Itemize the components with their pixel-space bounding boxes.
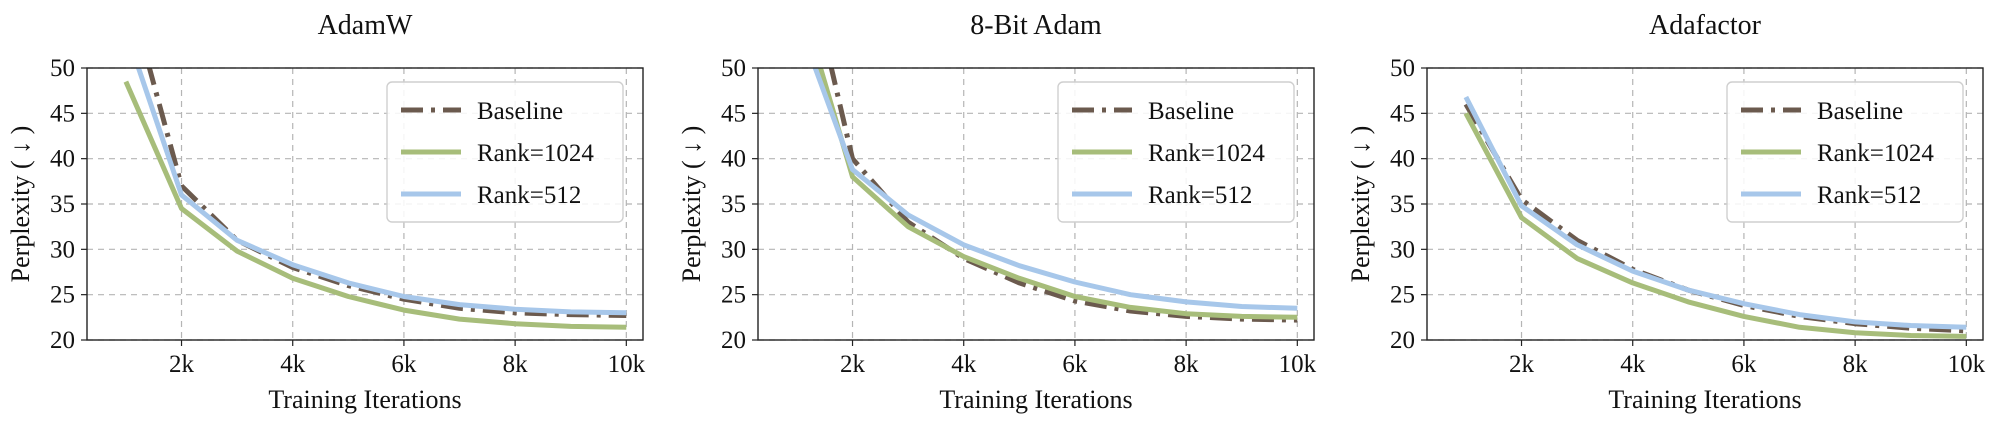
series-line-rank1024 xyxy=(817,68,1298,320)
y-tick-label: 40 xyxy=(721,146,746,173)
legend-label-rank512: Rank=512 xyxy=(477,182,581,209)
series-line-rank1024 xyxy=(1463,112,1967,339)
y-axis-label: Perplexity ( ↓ ) xyxy=(6,126,35,283)
legend-label-rank1024: Rank=1024 xyxy=(1817,140,1934,167)
chart-title: AdamW xyxy=(318,10,413,41)
legend-label-rank512: Rank=512 xyxy=(1817,182,1921,209)
x-tick-label: 2k xyxy=(840,351,866,378)
legend-box xyxy=(386,81,624,223)
y-tick-label: 50 xyxy=(1390,55,1415,82)
x-axis-label: Training Iterations xyxy=(268,385,461,414)
y-tick-label: 50 xyxy=(721,55,746,82)
x-axis-label: Training Iterations xyxy=(939,385,1132,414)
x-tick-label: 2k xyxy=(1509,351,1535,378)
x-tick-label: 4k xyxy=(280,351,306,378)
series-line-rank512 xyxy=(1463,95,1967,330)
x-tick-label: 10k xyxy=(608,351,646,378)
y-tick-label: 20 xyxy=(50,327,75,354)
y-axis-label: Perplexity ( ↓ ) xyxy=(1346,126,1375,283)
y-tick-label: 20 xyxy=(1390,327,1415,354)
x-axis-label: Training Iterations xyxy=(1608,385,1801,414)
legend-box xyxy=(1057,81,1295,223)
x-tick-label: 10k xyxy=(1948,351,1986,378)
x-tick-label: 8k xyxy=(1843,351,1869,378)
legend-label-rank512: Rank=512 xyxy=(1148,182,1252,209)
y-tick-label: 35 xyxy=(1390,191,1415,218)
x-tick-label: 8k xyxy=(1174,351,1200,378)
chart-panel-1: 2k 4k 6k 8k 10k 20 25 30 35 40 45 50 AdamW Training I… xyxy=(6,10,646,414)
y-tick-label: 45 xyxy=(1390,100,1415,127)
chart-title: Adafactor xyxy=(1649,10,1762,41)
legend-label-baseline: Baseline xyxy=(1148,98,1234,125)
y-axis-label: Perplexity ( ↓ ) xyxy=(677,126,706,283)
chart-panel-3: 2k 4k 6k 8k 10k 20 25 30 35 40 45 50 Adafactor Traini… xyxy=(1346,10,1986,414)
series-line-baseline xyxy=(146,68,627,318)
y-tick-label: 35 xyxy=(721,191,746,218)
y-tick-label: 25 xyxy=(1390,282,1415,309)
series-line-rank512 xyxy=(812,68,1298,311)
legend: Baseline Rank=1024 Rank=512 xyxy=(1726,81,1964,223)
legend: Baseline Rank=1024 Rank=512 xyxy=(386,81,624,223)
x-tick-label: 6k xyxy=(391,351,417,378)
x-tick-label: 8k xyxy=(503,351,529,378)
series-line-baseline xyxy=(1463,103,1967,334)
x-tick-label: 2k xyxy=(169,351,195,378)
y-tick-label: 45 xyxy=(721,100,746,127)
y-tick-label: 40 xyxy=(1390,146,1415,173)
legend-label-rank1024: Rank=1024 xyxy=(477,140,594,167)
chart-title: 8-Bit Adam xyxy=(970,10,1102,41)
y-tick-label: 50 xyxy=(50,55,75,82)
series-line-rank512 xyxy=(135,68,627,316)
legend-box xyxy=(1726,81,1964,223)
y-tick-label: 30 xyxy=(50,236,75,263)
y-tick-label: 30 xyxy=(1390,236,1415,263)
y-tick-label: 30 xyxy=(721,236,746,263)
x-tick-label: 4k xyxy=(951,351,977,378)
y-tick-label: 25 xyxy=(50,282,75,309)
y-tick-label: 40 xyxy=(50,146,75,173)
y-tick-label: 25 xyxy=(721,282,746,309)
x-tick-label: 10k xyxy=(1279,351,1317,378)
chart-panel-2: 2k 4k 6k 8k 10k 20 25 30 35 40 45 50 8-Bit Adam Train… xyxy=(677,10,1317,414)
legend-label-baseline: Baseline xyxy=(1817,98,1903,125)
y-tick-label: 35 xyxy=(50,191,75,218)
y-tick-label: 45 xyxy=(50,100,75,127)
legend-label-baseline: Baseline xyxy=(477,98,563,125)
x-tick-label: 6k xyxy=(1731,351,1757,378)
x-tick-label: 4k xyxy=(1620,351,1646,378)
x-tick-label: 6k xyxy=(1062,351,1088,378)
legend: Baseline Rank=1024 Rank=512 xyxy=(1057,81,1295,223)
legend-label-rank1024: Rank=1024 xyxy=(1148,140,1265,167)
y-tick-label: 20 xyxy=(721,327,746,354)
series-line-rank1024 xyxy=(123,80,627,330)
